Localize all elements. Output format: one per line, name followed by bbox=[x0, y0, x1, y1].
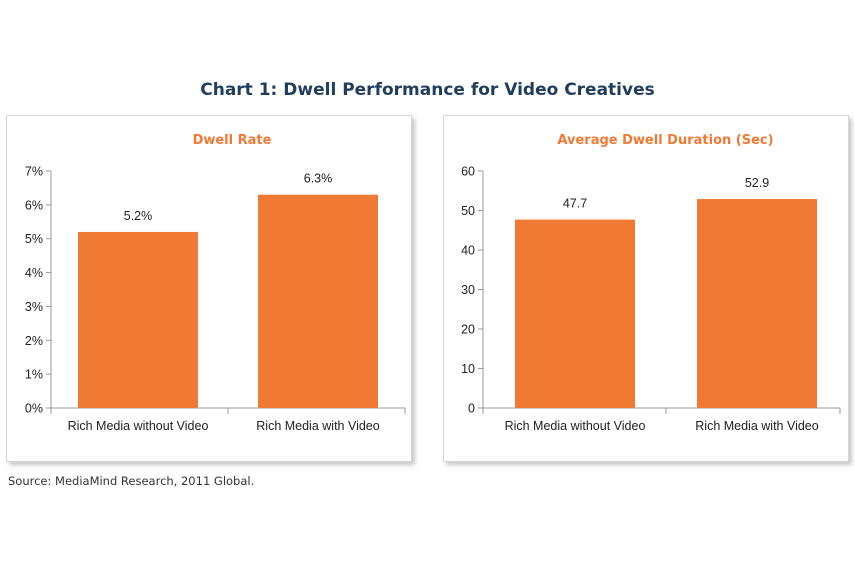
bar-value-label: 6.3% bbox=[304, 172, 333, 186]
chart-subtitle: Dwell Rate bbox=[193, 133, 272, 148]
y-tick-label: 0% bbox=[25, 402, 43, 416]
bar-value-label: 5.2% bbox=[124, 209, 153, 223]
y-tick-label: 1% bbox=[25, 368, 43, 382]
x-category-label: Rich Media without Video bbox=[68, 419, 209, 433]
y-tick-label: 60 bbox=[461, 165, 475, 179]
y-tick-label: 0 bbox=[468, 402, 475, 416]
chart-subtitle: Average Dwell Duration (Sec) bbox=[557, 133, 773, 148]
x-category-label: Rich Media without Video bbox=[505, 419, 646, 433]
y-tick-label: 4% bbox=[25, 266, 43, 280]
y-tick-label: 10 bbox=[461, 362, 475, 376]
y-tick-label: 3% bbox=[25, 300, 43, 314]
dwell-rate-chart: Dwell Rate 0% 1% 2% 3% 4% 5% 6% 7% 5.2% Rich Media… bbox=[25, 133, 406, 433]
dwell-rate-panel: Dwell Rate 0% 1% 2% 3% 4% 5% 6% 7% 5.2% Rich Media… bbox=[6, 115, 412, 462]
y-tick-label: 50 bbox=[461, 204, 475, 218]
y-tick-label: 30 bbox=[461, 283, 475, 297]
bar-value-label: 52.9 bbox=[745, 176, 769, 190]
bar-value-label: 47.7 bbox=[563, 197, 587, 211]
source-note: Source: MediaMind Research, 2011 Global. bbox=[8, 474, 255, 488]
y-tick-label: 2% bbox=[25, 334, 43, 348]
bar bbox=[697, 199, 817, 408]
x-category-label: Rich Media with Video bbox=[256, 419, 379, 433]
bar bbox=[258, 194, 378, 408]
y-tick-label: 6% bbox=[25, 198, 43, 212]
dwell-duration-chart: Average Dwell Duration (Sec) 0 10 20 30 40 50 6… bbox=[461, 133, 841, 433]
y-tick-label: 20 bbox=[461, 323, 475, 337]
bar bbox=[515, 219, 635, 408]
dwell-duration-panel: Average Dwell Duration (Sec) 0 10 20 30 40 50 6… bbox=[443, 115, 849, 462]
bar bbox=[78, 231, 198, 408]
y-tick-label: 7% bbox=[25, 165, 43, 179]
y-tick-label: 40 bbox=[461, 244, 475, 258]
x-category-label: Rich Media with Video bbox=[695, 419, 818, 433]
chart-main-title: Chart 1: Dwell Performance for Video Cre… bbox=[200, 80, 655, 100]
y-tick-label: 5% bbox=[25, 232, 43, 246]
